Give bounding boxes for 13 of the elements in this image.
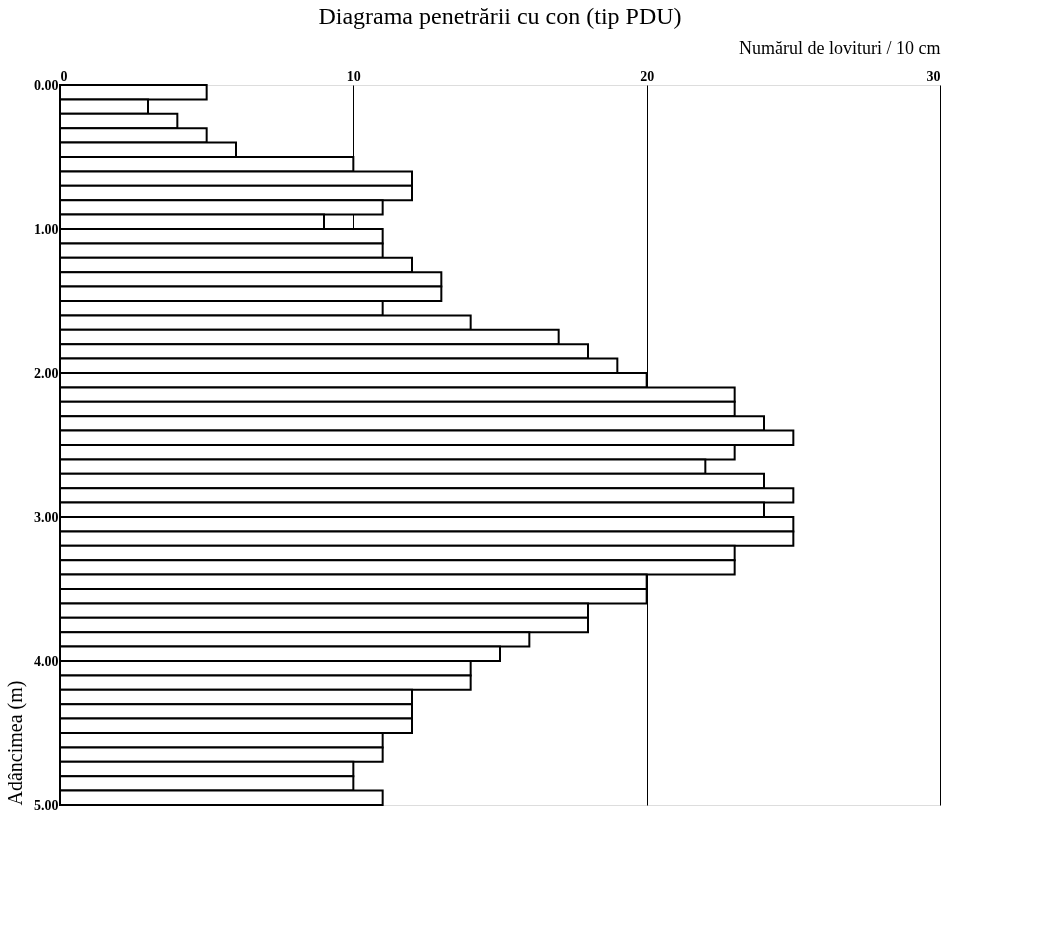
x-tick-label: 0 (60, 68, 68, 84)
y-tick-label: 1.00 (34, 221, 59, 237)
x-axis-title: Numărul de lovituri / 10 cm (739, 37, 941, 58)
y-tick-label: 5.00 (34, 797, 59, 813)
chart-title: Diagrama penetrării cu con (tip PDU) (318, 3, 682, 29)
x-tick-label: 20 (640, 68, 655, 84)
y-tick-label: 4.00 (34, 653, 59, 669)
y-tick-label: 3.00 (34, 509, 59, 525)
x-tick-label: 30 (926, 68, 941, 84)
x-tick-label: 10 (346, 68, 361, 84)
y-axis-title: Adâncimea (m) (4, 680, 27, 806)
y-tick-label: 0.00 (34, 77, 59, 93)
y-tick-label: 2.00 (34, 365, 59, 381)
